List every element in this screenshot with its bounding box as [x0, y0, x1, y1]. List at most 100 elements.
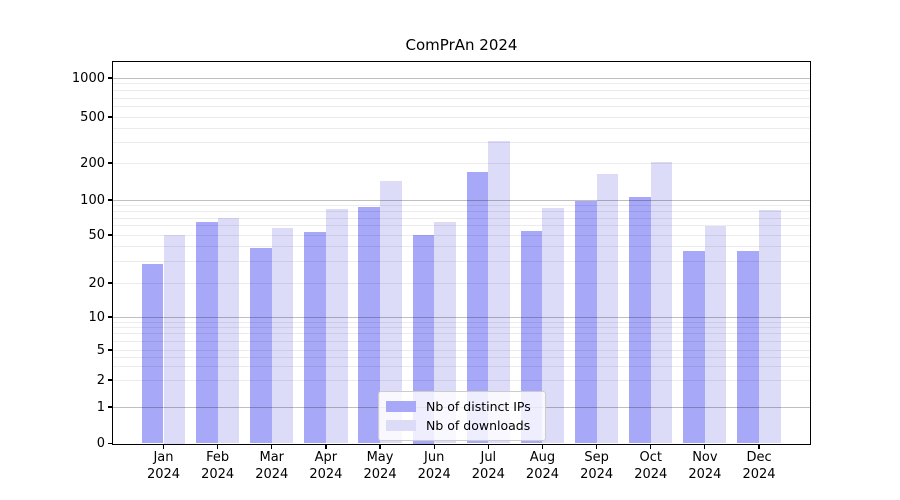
- plot-area: [113, 62, 810, 444]
- x-tick-year: 2024: [146, 466, 181, 482]
- bar-downloads: [704, 225, 727, 444]
- bar-distinct-ips: [304, 232, 326, 444]
- grid-line-minor: [113, 210, 810, 212]
- x-tick-mark: [271, 444, 273, 449]
- y-tick-mark: [108, 406, 113, 408]
- bar-downloads: [596, 173, 619, 444]
- x-tick-year: 2024: [688, 466, 722, 482]
- grid-line-minor: [113, 127, 810, 129]
- x-tick-year: 2024: [417, 466, 451, 482]
- x-tick-mark: [650, 444, 652, 449]
- x-tick-year: 2024: [255, 466, 289, 482]
- legend-swatch-downloads: [386, 420, 416, 431]
- grid-line-major: [113, 316, 810, 318]
- bar-downloads: [759, 210, 781, 444]
- bar-distinct-ips: [358, 207, 381, 444]
- x-tick-month: Aug: [529, 450, 556, 465]
- grid-line-minor: [113, 340, 810, 342]
- x-tick-month: Jan: [153, 450, 174, 465]
- y-tick-label: 200: [80, 155, 105, 171]
- y-tick-label: 20: [88, 275, 105, 291]
- grid-line-minor: [113, 246, 810, 248]
- legend-label: Nb of downloads: [426, 418, 531, 433]
- x-tick-mark: [487, 444, 489, 449]
- bar-distinct-ips: [250, 248, 272, 444]
- x-tick-month: Sep: [584, 450, 609, 465]
- x-tick-label: Apr 2024: [298, 450, 354, 483]
- grid-line-minor: [113, 349, 810, 351]
- grid-line-minor: [113, 356, 810, 358]
- bar-distinct-ips: [737, 250, 760, 444]
- grid-line-minor: [113, 327, 810, 329]
- bar-distinct-ips: [466, 171, 489, 444]
- legend-label: Nb of distinct IPs: [426, 399, 531, 414]
- x-tick-mark: [325, 444, 327, 449]
- x-tick-label: Sep 2024: [569, 450, 625, 483]
- x-tick-label: Oct 2024: [623, 450, 679, 483]
- y-tick-mark: [108, 442, 113, 445]
- y-tick-label: 100: [80, 192, 105, 208]
- x-tick-month: Apr: [314, 450, 338, 465]
- grid-line-minor: [113, 225, 810, 227]
- x-tick-month: Oct: [639, 450, 662, 465]
- grid-line-major: [113, 199, 810, 201]
- x-tick-mark: [758, 444, 760, 449]
- y-tick-label: 1000: [71, 70, 105, 86]
- bar-distinct-ips: [196, 221, 218, 444]
- y-tick-mark: [108, 234, 113, 236]
- grid-line-minor: [113, 366, 810, 368]
- x-tick-month: Dec: [746, 450, 772, 465]
- chart-title: ComPrAn 2024: [405, 36, 518, 54]
- grid-line-minor: [113, 90, 810, 92]
- x-tick-year: 2024: [201, 466, 235, 482]
- grid-line-minor: [113, 282, 810, 284]
- x-tick-year: 2024: [363, 466, 397, 482]
- legend-swatch-distinct-ips: [386, 401, 416, 412]
- x-tick-month: Jul: [480, 450, 497, 465]
- legend: Nb of distinct IPs Nb of downloads: [378, 391, 546, 441]
- bar-distinct-ips: [629, 197, 651, 444]
- y-tick-mark: [108, 162, 113, 164]
- x-tick-mark: [217, 444, 219, 449]
- y-tick-label: 500: [80, 109, 105, 125]
- x-tick-label: Aug 2024: [514, 450, 570, 483]
- x-tick-month: May: [366, 450, 394, 465]
- x-tick-mark: [433, 444, 435, 449]
- bar-downloads: [325, 208, 348, 444]
- grid-line-minor: [113, 162, 810, 164]
- y-tick-label: 10: [88, 309, 105, 325]
- y-tick-mark: [108, 379, 113, 381]
- y-tick-mark: [108, 316, 113, 318]
- x-tick-label: Dec 2024: [731, 450, 787, 483]
- x-tick-mark: [379, 444, 381, 449]
- grid-line-minor: [113, 234, 810, 236]
- x-tick-month: Mar: [259, 450, 285, 465]
- x-tick-label: Nov 2024: [677, 450, 733, 483]
- y-tick-mark: [108, 199, 113, 201]
- grid-line-major: [113, 77, 810, 79]
- grid-line-minor: [113, 333, 810, 335]
- x-tick-mark: [704, 444, 706, 449]
- grid-line-minor: [113, 97, 810, 99]
- y-tick-label: 1: [96, 399, 105, 415]
- x-tick-year: 2024: [634, 466, 668, 482]
- bar-distinct-ips: [683, 250, 705, 444]
- x-tick-year: 2024: [742, 466, 776, 482]
- y-tick-label: 2: [96, 372, 105, 388]
- x-tick-mark: [162, 444, 165, 449]
- grid-line-minor: [113, 217, 810, 219]
- bar-downloads: [380, 180, 402, 444]
- grid-line-minor: [113, 379, 810, 381]
- grid-line-minor: [113, 83, 810, 85]
- y-tick-label: 0: [96, 436, 105, 451]
- bar-distinct-ips: [575, 201, 597, 444]
- bar-downloads: [434, 221, 456, 444]
- bar-downloads: [488, 140, 510, 444]
- x-tick-year: 2024: [309, 466, 343, 482]
- y-tick-mark: [108, 349, 113, 351]
- legend-item: Nb of distinct IPs: [386, 397, 545, 416]
- x-tick-month: Feb: [206, 450, 230, 465]
- x-tick-mark: [596, 444, 598, 449]
- bar-downloads: [217, 218, 240, 444]
